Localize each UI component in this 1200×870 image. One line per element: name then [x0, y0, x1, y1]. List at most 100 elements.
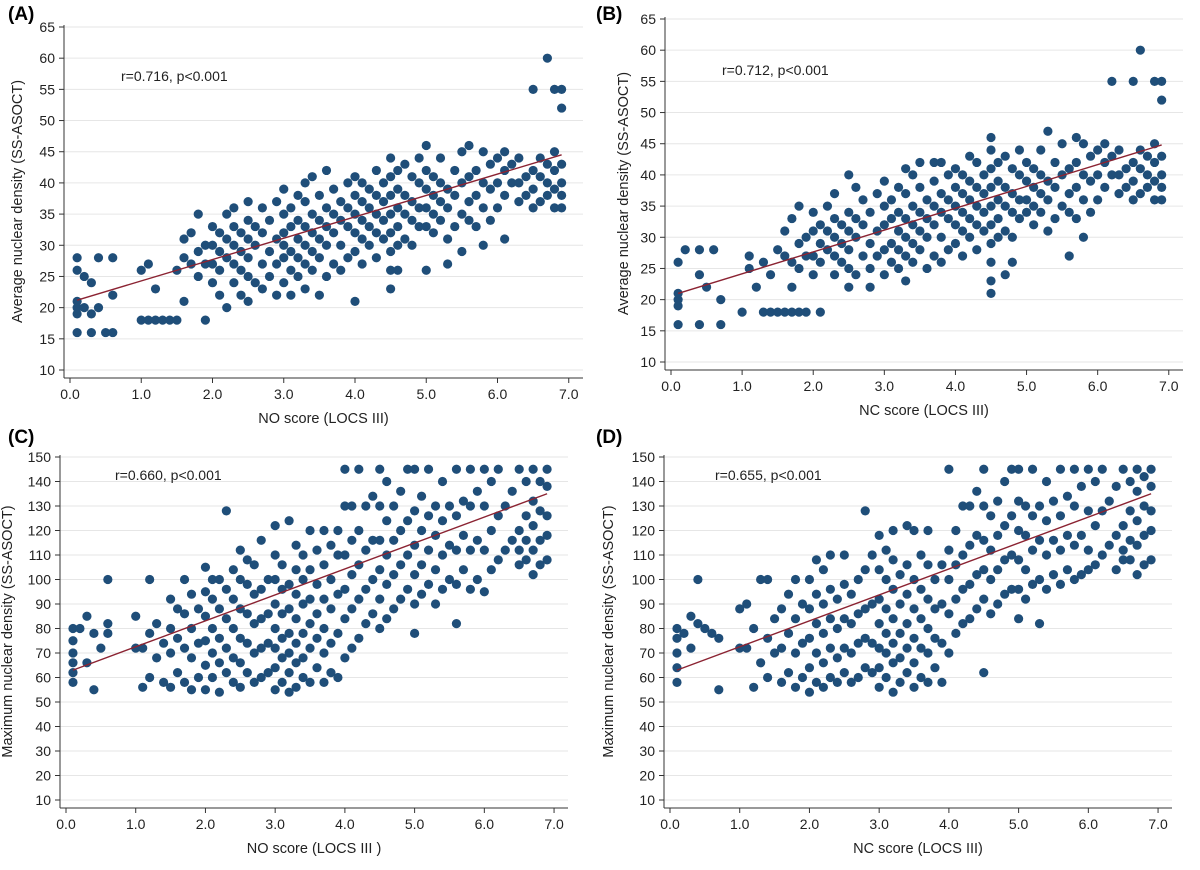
data-point [486, 565, 496, 575]
data-point [549, 184, 560, 194]
data-point [1007, 257, 1017, 267]
data-point [158, 315, 168, 325]
data-point [542, 481, 552, 491]
data-point [479, 464, 489, 474]
data-point [493, 464, 503, 474]
data-point [951, 594, 961, 604]
data-point [389, 535, 399, 545]
data-point [284, 648, 294, 658]
data-point [930, 633, 940, 643]
data-point [371, 190, 381, 200]
data-point [844, 263, 854, 274]
data-point [839, 614, 849, 624]
data-point [340, 464, 350, 474]
data-point [354, 594, 364, 604]
x-axis-title: NC score (LOCS III) [853, 841, 983, 857]
data-point [347, 570, 357, 580]
data-point [1055, 545, 1066, 555]
regression-line [72, 493, 548, 671]
data-point [279, 253, 289, 263]
data-point [822, 201, 833, 211]
data-point [307, 246, 317, 257]
data-point [458, 496, 469, 506]
data-point [300, 259, 310, 269]
data-point [368, 535, 378, 545]
data-point [414, 203, 424, 213]
data-point [458, 565, 469, 575]
data-point [393, 265, 403, 275]
data-point [293, 234, 303, 244]
data-point [300, 221, 310, 232]
x-tick-label: 0.0 [660, 816, 680, 832]
data-point [1146, 555, 1156, 565]
data-point [979, 189, 989, 199]
data-point [557, 84, 567, 94]
y-tick-label: 20 [35, 768, 51, 784]
data-point [416, 491, 427, 501]
data-point [874, 565, 884, 575]
data-point [1142, 182, 1153, 192]
data-point [744, 251, 754, 261]
data-point [881, 648, 891, 658]
data-point [846, 619, 856, 629]
data-point [264, 271, 275, 282]
data-point [844, 226, 854, 236]
data-point [336, 265, 346, 275]
data-point [709, 245, 719, 255]
data-point [929, 251, 939, 261]
data-point [93, 253, 104, 263]
x-tick-label: 1.0 [732, 378, 752, 394]
y-tick-label: 30 [640, 229, 656, 245]
data-point [336, 240, 346, 250]
x-tick-label: 6.0 [488, 386, 508, 402]
data-point [1071, 132, 1081, 143]
y-tick-label: 65 [640, 11, 656, 27]
data-point [507, 159, 517, 169]
data-point [1090, 521, 1100, 531]
x-tick-label: 6.0 [1079, 816, 1099, 832]
data-point [228, 565, 238, 575]
data-point [1111, 481, 1121, 491]
data-point [298, 653, 308, 663]
data-point [549, 84, 560, 94]
data-point [430, 599, 441, 609]
data-point [1078, 232, 1089, 242]
data-point [321, 271, 332, 282]
data-point [378, 178, 389, 188]
data-point [1111, 565, 1121, 575]
data-point [1055, 579, 1066, 590]
data-point [1157, 170, 1167, 180]
data-point [879, 201, 889, 211]
data-point [1014, 195, 1025, 205]
data-point [1132, 486, 1142, 496]
data-point [922, 232, 932, 242]
data-point [521, 172, 531, 182]
data-point [886, 195, 897, 205]
x-tick-label: 6.0 [475, 816, 495, 832]
data-point [1107, 170, 1117, 180]
data-point [235, 545, 245, 555]
data-point [993, 213, 1003, 224]
data-point [943, 170, 953, 180]
data-point [1104, 540, 1114, 550]
data-point [521, 476, 531, 487]
data-point [136, 265, 146, 275]
data-point [375, 501, 385, 511]
data-point [972, 530, 982, 541]
data-point [464, 172, 474, 182]
data-point [915, 157, 925, 168]
data-point [416, 560, 427, 570]
data-point [1121, 164, 1131, 174]
data-point [386, 265, 396, 275]
data-point [428, 228, 438, 238]
data-point [386, 190, 396, 200]
data-point [1157, 76, 1167, 86]
data-point [250, 221, 260, 232]
data-point [1076, 530, 1086, 541]
data-point [901, 164, 911, 174]
data-point [893, 263, 904, 274]
data-point [1132, 540, 1142, 550]
chart-panel-c: 10 20 30 40 50 60 70 80 90 100 110 120 130 140 150 0.0 1… [0, 427, 568, 857]
data-point [229, 221, 239, 232]
data-point [1036, 189, 1046, 199]
